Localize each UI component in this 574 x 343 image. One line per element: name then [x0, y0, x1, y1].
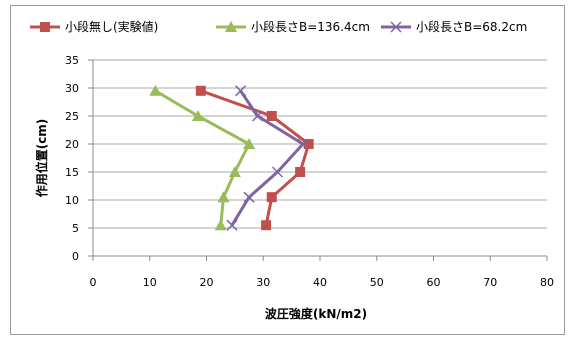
legend-marker [40, 22, 50, 32]
x-tick-label: 40 [313, 276, 327, 289]
data-point [243, 138, 256, 149]
y-tick-label: 15 [65, 166, 79, 179]
series-3 [226, 85, 309, 231]
y-axis-title: 作用位置(cm) [34, 119, 49, 198]
y-tick-label: 30 [65, 82, 79, 95]
gridlines [93, 59, 547, 229]
data-point [266, 192, 277, 203]
legend-item: 小段長さB=68.2cm [381, 19, 527, 34]
data-point [191, 110, 204, 121]
legend-item: 小段長さB=136.4cm [216, 19, 370, 34]
y-tick-label: 0 [72, 250, 79, 263]
y-tick-label: 20 [65, 138, 79, 151]
x-tick-label: 70 [483, 276, 497, 289]
data-point [217, 191, 230, 203]
series-line [154, 89, 251, 226]
legend-label: 小段長さB=68.2cm [416, 19, 527, 34]
legend: 小段無し(実験値) 小段長さB=136.4cm 小段長さB=68.2cm [30, 19, 527, 34]
data-point [228, 166, 241, 177]
series-2 [149, 84, 256, 231]
legend-label: 小段長さB=136.4cm [251, 19, 370, 34]
legend-marker [390, 21, 402, 33]
data-point [266, 111, 277, 121]
y-tick-label: 25 [65, 110, 79, 123]
y-tick-label: 5 [72, 222, 79, 235]
x-tick-label: 20 [200, 276, 214, 289]
data-point [214, 219, 227, 231]
x-tick-label: 80 [540, 276, 554, 289]
legend-item: 小段無し(実験値) [30, 19, 158, 34]
data-point [243, 191, 255, 203]
x-axis-title: 波圧強度(kN/m2) [265, 306, 367, 321]
legend-label: 小段無し(実験値) [65, 19, 158, 34]
x-tick-label: 0 [90, 276, 97, 289]
y-tick-label: 35 [65, 54, 79, 67]
series-line [230, 89, 305, 226]
data-point [303, 139, 314, 149]
data-point [297, 138, 309, 150]
x-tick-label: 50 [370, 276, 384, 289]
data-point [149, 84, 162, 96]
x-tick-label: 30 [256, 276, 270, 289]
legend-marker [225, 21, 237, 32]
data-point [295, 167, 306, 177]
y-tick-labels: 0 5 10 15 20 25 30 35 [65, 54, 79, 263]
data-point [226, 219, 238, 231]
data-point [271, 166, 283, 178]
data-point [195, 85, 206, 96]
x-tick-labels: 0 10 20 30 40 50 60 70 80 [90, 276, 555, 289]
data-point [252, 110, 264, 122]
data-point [261, 220, 272, 231]
series-1 [195, 85, 314, 231]
y-tick-label: 10 [65, 194, 79, 207]
plot-series [149, 84, 314, 231]
x-tick-label: 10 [143, 276, 157, 289]
x-tick-label: 60 [427, 276, 441, 289]
axes [88, 59, 548, 261]
data-point [235, 85, 247, 97]
